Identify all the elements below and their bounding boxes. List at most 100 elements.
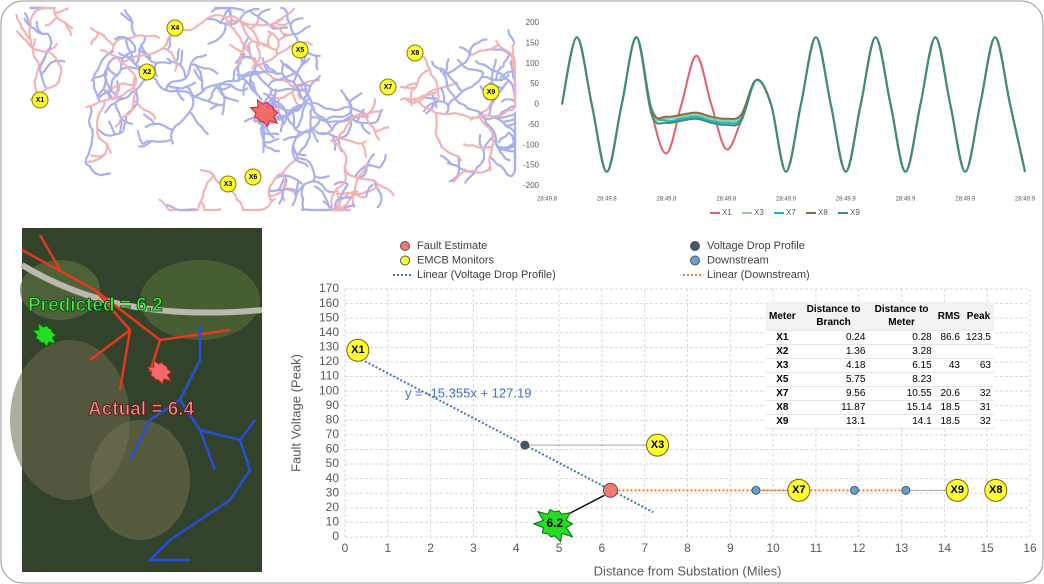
legend-label: Downstream (707, 254, 769, 266)
meter-marker (138, 63, 156, 81)
table-cell: X1 (766, 330, 799, 345)
feeder-branch (474, 59, 517, 100)
meter-label: X8 (411, 50, 420, 57)
feeder-branch (114, 102, 134, 126)
feeder-branch (123, 8, 137, 37)
feeder-branch (166, 35, 172, 51)
feeder-branch (237, 39, 253, 67)
x-tick-label: 9 (727, 541, 734, 555)
feeder-branch (119, 65, 218, 106)
feeder-branch (478, 133, 484, 150)
feeder-branch (444, 71, 485, 115)
meter-label: X6 (249, 174, 258, 181)
point (945, 478, 969, 502)
feeder-branch (196, 174, 215, 212)
equation: y = -15.355x + 127.19 (405, 385, 531, 400)
feeder-branch (291, 149, 307, 157)
table-cell: 3.28 (868, 344, 935, 359)
feeder-branch (107, 50, 136, 100)
feeder-branch (295, 158, 310, 168)
feeder-branch (339, 88, 354, 117)
feeder-branch (497, 131, 510, 144)
feeder-branch (251, 57, 301, 91)
feeder-branch (346, 120, 353, 136)
feeder-branch (286, 15, 300, 43)
feeder-branch (274, 21, 290, 27)
x-tick-label: 28:49.9 (1015, 197, 1036, 203)
table-cell: X3 (766, 358, 799, 373)
feeder-branch (434, 112, 463, 162)
y-tick-label: 170 (319, 281, 339, 295)
feeder-branch (261, 57, 269, 72)
feeder-branch (444, 57, 451, 74)
feeder-branch (162, 47, 178, 72)
point-label: X3 (651, 439, 664, 451)
feeder-branch (311, 101, 369, 117)
table-header-cell: RMS (934, 302, 963, 331)
feeder-branch (311, 107, 334, 131)
table-cell: X5 (766, 372, 799, 387)
feeder-branch (378, 154, 387, 169)
legend-label: Fault Estimate (417, 240, 487, 252)
feeder-branch (313, 185, 332, 211)
feeder-branch (108, 33, 161, 55)
meter-marker (219, 175, 237, 193)
y-tick-label: 20 (326, 500, 340, 514)
feeder-branch (462, 143, 493, 150)
feeder-branch (264, 137, 280, 144)
point-label: X8 (989, 484, 1002, 496)
feeder-branch (89, 32, 100, 46)
feeder-branch (266, 32, 273, 47)
feeder-branch (143, 54, 172, 65)
feeder-branch (179, 50, 184, 66)
y-tick-label: 50 (326, 456, 340, 470)
table-cell: 14.1 (868, 414, 935, 429)
fault-marker (249, 98, 279, 128)
feeder-branch (259, 40, 314, 66)
feeder-branch (361, 142, 368, 158)
x-tick-label: 2 (427, 541, 434, 555)
y-tick-label: 40 (326, 471, 340, 485)
x-tick-label: 28:49.8 (537, 197, 558, 203)
x-tick-label: 8 (684, 541, 691, 555)
table-header-cell: Distance to Meter (868, 302, 935, 331)
table-cell: X8 (766, 400, 799, 415)
feeder-branch (277, 33, 293, 42)
feeder-branch (282, 135, 298, 142)
table-row: X5 5.75 8.23 (766, 372, 994, 387)
y-tick-label: -50 (527, 120, 539, 129)
feeder-branch (113, 36, 137, 52)
y-tick-label: 150 (319, 310, 339, 324)
x-axis-title: Distance from Substation (Miles) (594, 563, 782, 578)
feeder-branch (510, 165, 517, 178)
feeder-branch (364, 183, 374, 198)
feeder-branch (264, 132, 280, 136)
table-cell: 9.56 (798, 386, 869, 401)
satellite-photo: Predicted = 6.2 Actual = 6.4 (10, 228, 263, 572)
y-tick-label: 160 (319, 296, 339, 310)
y-tick-label: 30 (326, 485, 340, 499)
y-tick-label: 100 (319, 383, 339, 397)
legend-label: X3 (754, 208, 764, 217)
point (849, 485, 859, 495)
feeder-branch (343, 167, 395, 197)
feeder-branch (448, 156, 461, 183)
feeder-branch (463, 133, 496, 185)
feeder-branch (84, 105, 94, 164)
feeder-branch (333, 183, 349, 211)
feeder-branch (265, 145, 280, 153)
table-cell: 0.28 (868, 330, 935, 345)
feeder-branch (103, 73, 149, 114)
x-tick-label: 11 (810, 541, 823, 555)
feeder-branch (136, 129, 144, 145)
feeder-branch (249, 78, 258, 94)
callout-label: 6.2 (546, 516, 563, 530)
feeder-branch (333, 180, 349, 186)
feeder-branch (22, 17, 48, 36)
meter-label: X7 (384, 84, 393, 91)
y-axis-title: Fault Voltage (Peak) (288, 354, 303, 472)
feeder-branch (314, 174, 330, 180)
point (901, 485, 911, 495)
table-cell: 10.55 (868, 386, 935, 401)
